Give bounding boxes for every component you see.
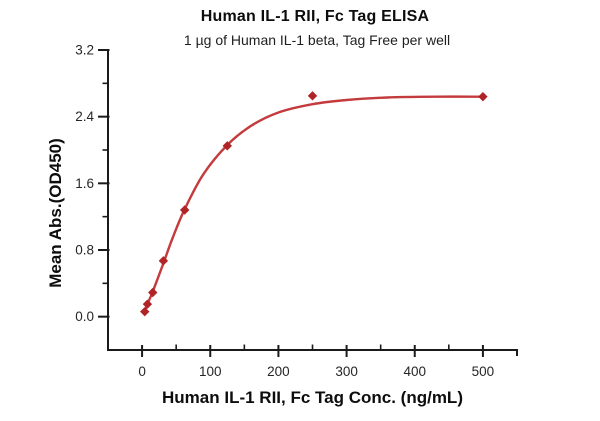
- y-tick-label: 1.6: [75, 176, 94, 191]
- x-tick-label: 500: [472, 364, 495, 379]
- x-tick-label: 200: [267, 364, 290, 379]
- x-axis-label: Human IL-1 RII, Fc Tag Conc. (ng/mL): [162, 388, 463, 407]
- y-tick-label: 0.0: [75, 309, 94, 324]
- x-tick-label: 400: [403, 364, 426, 379]
- y-axis-label: Mean Abs.(OD450): [46, 138, 65, 288]
- data-point-marker: [222, 141, 232, 151]
- y-tick-label: 3.2: [75, 43, 94, 58]
- data-point-marker: [142, 299, 153, 309]
- data-point-marker: [307, 91, 318, 101]
- data-point-marker: [478, 91, 488, 102]
- chart-subtitle: 1 µg of Human IL-1 beta, Tag Free per we…: [183, 32, 451, 48]
- data-point-marker: [148, 287, 158, 298]
- x-tick-label: 0: [138, 364, 146, 379]
- data-point-marker: [179, 205, 190, 215]
- y-tick-label: 2.4: [75, 109, 94, 124]
- data-point-marker: [158, 256, 169, 266]
- x-tick-label: 100: [199, 364, 222, 379]
- chart-title: Human IL-1 RII, Fc Tag ELISA: [200, 8, 430, 25]
- fit-curve: [143, 95, 485, 313]
- y-tick-label: 0.8: [75, 243, 94, 258]
- data-point-marker: [140, 306, 150, 317]
- x-tick-label: 300: [335, 364, 358, 379]
